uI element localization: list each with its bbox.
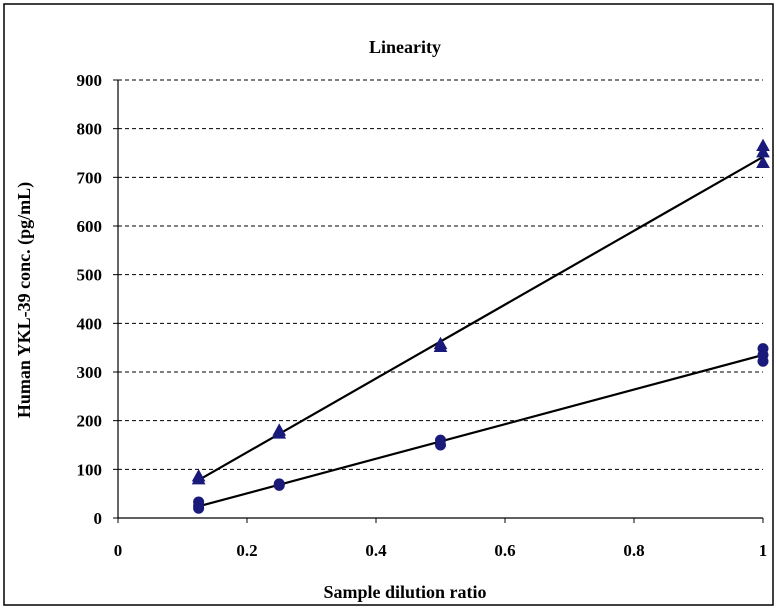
chart-title: Linearity	[369, 37, 441, 57]
data-point-triangle	[756, 155, 770, 169]
data-points	[191, 138, 770, 514]
trendline-2	[198, 353, 764, 508]
y-tick-label: 700	[77, 168, 103, 187]
y-tick-label: 400	[77, 314, 103, 333]
y-tick-label: 800	[77, 120, 103, 139]
x-tick-label: 0.8	[623, 541, 644, 560]
axes	[113, 79, 764, 523]
x-tick-label: 0.4	[365, 541, 387, 560]
data-point-triangle	[433, 339, 448, 352]
y-tick-label: 0	[94, 509, 103, 528]
trendline-1	[198, 155, 764, 481]
y-axis-label: Human YKL-39 conc. (pg/mL)	[14, 182, 35, 418]
y-tick-label: 100	[77, 460, 103, 479]
y-tick-label: 200	[77, 412, 103, 431]
x-tick-label: 0.2	[236, 541, 257, 560]
y-tick-label: 900	[77, 71, 103, 90]
y-tick-label: 300	[77, 363, 103, 382]
x-tick-labels: 0 0.2 0.4 0.6 0.8 1	[114, 541, 768, 560]
data-point-circle	[273, 479, 285, 491]
chart-border	[3, 3, 774, 606]
x-tick-label: 1	[759, 541, 768, 560]
data-point-triangle	[191, 472, 206, 485]
x-tick-label: 0	[114, 541, 123, 560]
gridlines	[118, 79, 763, 470]
data-point-circle	[193, 502, 205, 514]
x-axis-label: Sample dilution ratio	[323, 582, 486, 602]
x-tick-label: 0.6	[494, 541, 515, 560]
data-point-triangle	[272, 426, 287, 439]
trendlines	[198, 155, 764, 508]
y-tick-label: 600	[77, 217, 103, 236]
data-point-circle	[435, 439, 446, 451]
y-tick-label: 500	[77, 266, 103, 285]
y-tick-labels: 0 100 200 300 400 500 600 700 800 900	[77, 71, 103, 528]
data-point-circle	[757, 355, 769, 367]
